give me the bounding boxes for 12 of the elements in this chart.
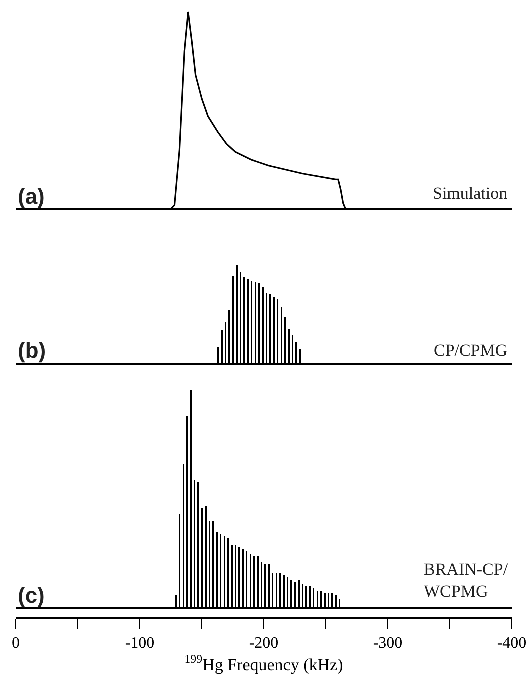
annotation: CP/CPMG xyxy=(434,341,508,360)
text: (b) xyxy=(18,338,46,363)
annotation: BRAIN-CP/ WCPMG xyxy=(424,560,508,602)
x-tick-label: -300 xyxy=(373,635,403,652)
x-tick-label: -200 xyxy=(249,635,279,652)
x-axis-title: $^{199}$Hg Frequency (kHz) xyxy=(184,652,344,674)
text: (a) xyxy=(18,184,45,209)
x-tick-label: -100 xyxy=(125,635,155,652)
x-tick-label: 0 xyxy=(12,635,20,652)
x-tick-label: -400 xyxy=(497,635,527,652)
text: (c) xyxy=(18,583,45,608)
annotation: Simulation xyxy=(433,184,508,203)
